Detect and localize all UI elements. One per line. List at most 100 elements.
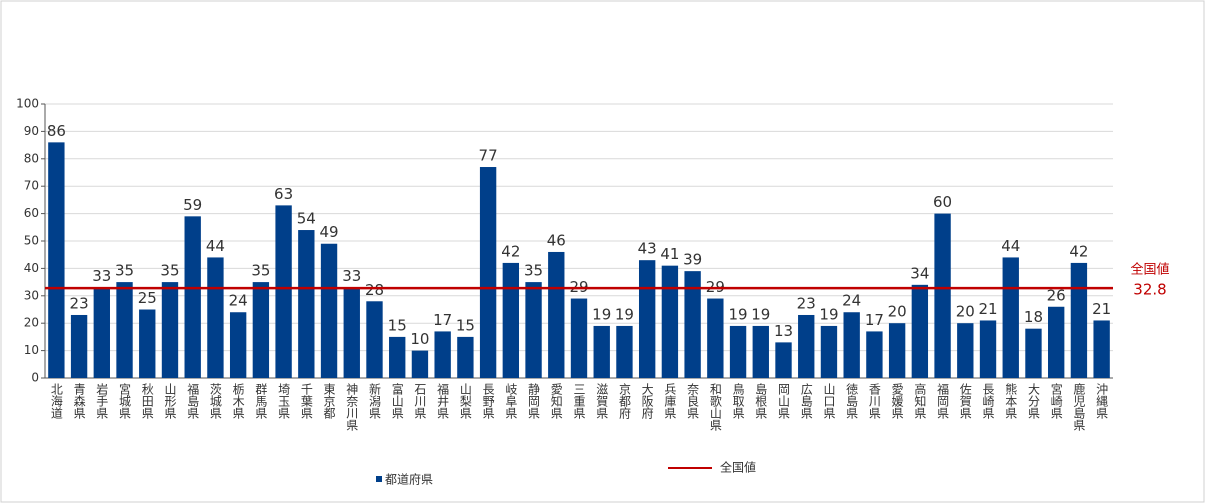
bar (548, 251, 565, 378)
y-tick-label: 30 (24, 288, 39, 302)
bar (1048, 306, 1065, 378)
x-tick-label: 福井県 (436, 382, 450, 419)
data-label: 41 (660, 245, 679, 263)
x-tick-label: 愛知県 (549, 383, 563, 419)
data-label: 54 (297, 210, 316, 228)
y-tick-label: 60 (24, 206, 39, 220)
bar (207, 257, 224, 378)
bar (116, 282, 133, 378)
data-label: 28 (365, 281, 384, 299)
data-label: 24 (229, 292, 248, 310)
x-tick-label: 栃木県 (231, 383, 245, 419)
data-label: 15 (388, 316, 407, 334)
x-tick-label: 高知県 (913, 382, 927, 419)
x-tick-label: 兵庫県 (663, 383, 677, 419)
legend-label: 全国値 (720, 460, 756, 475)
data-label: 19 (819, 305, 838, 323)
bar (775, 342, 792, 378)
data-label: 17 (865, 311, 884, 329)
x-tick-label: 滋賀県 (595, 383, 609, 419)
bar (139, 309, 156, 378)
data-label: 42 (1069, 242, 1088, 260)
x-tick-label: 広島県 (799, 383, 813, 419)
bar (1025, 328, 1042, 378)
x-tick-label: 北海道 (49, 383, 63, 419)
x-tick-label: 岡山県 (777, 383, 791, 419)
bar (275, 205, 292, 378)
legend-label: 都道府県 (385, 472, 433, 487)
bar (752, 325, 769, 378)
data-label: 35 (251, 262, 270, 280)
bar (1070, 262, 1088, 378)
x-tick-label: 新潟県 (367, 382, 381, 419)
bar (525, 282, 542, 378)
y-tick-label: 10 (24, 343, 39, 357)
data-label: 33 (342, 267, 361, 285)
bar (184, 216, 201, 378)
data-label: 35 (524, 262, 543, 280)
data-label: 15 (456, 316, 475, 334)
bar (93, 287, 110, 378)
data-label: 44 (206, 237, 225, 255)
y-tick-label: 90 (24, 124, 39, 138)
bar (502, 262, 520, 378)
reference-value: 32.8 (1133, 281, 1166, 299)
data-label: 44 (1001, 237, 1020, 255)
bar (411, 350, 429, 378)
x-tick-label: 静岡県 (527, 383, 541, 419)
data-label: 21 (978, 300, 997, 318)
x-tick-label: 埼玉県 (277, 383, 291, 419)
data-label: 17 (433, 311, 452, 329)
data-label: 34 (910, 264, 929, 282)
data-label: 21 (1092, 300, 1111, 318)
bar (979, 320, 997, 378)
bar (684, 271, 701, 378)
x-tick-label: 石川県 (413, 383, 427, 419)
x-tick-label: 和歌山県 (708, 383, 722, 431)
data-label: 35 (115, 262, 134, 280)
x-tick-label: 徳島県 (845, 382, 859, 419)
x-tick-label: 三重県 (572, 383, 586, 419)
x-tick-label: 長野県 (481, 383, 495, 419)
x-tick-label: 東京都 (322, 383, 336, 419)
y-tick-label: 70 (24, 179, 39, 193)
x-tick-label: 秋田県 (140, 383, 154, 419)
y-tick-label: 100 (16, 97, 39, 111)
bar (70, 314, 88, 378)
bar (820, 325, 838, 378)
data-label: 18 (1024, 308, 1043, 326)
x-tick-label: 青森県 (72, 383, 86, 419)
data-label: 19 (751, 305, 770, 323)
x-tick-label: 大分県 (1026, 383, 1040, 419)
x-tick-label: 熊本県 (1004, 382, 1018, 419)
bar (320, 243, 338, 378)
data-label: 23 (70, 294, 89, 312)
data-label: 19 (615, 305, 634, 323)
data-label: 25 (138, 289, 157, 307)
data-label: 60 (933, 193, 952, 211)
bar (343, 287, 360, 378)
bar (366, 301, 383, 378)
data-label: 49 (319, 223, 338, 241)
bar (911, 284, 929, 378)
bar (570, 298, 588, 378)
bar (1093, 320, 1110, 378)
x-tick-label: 千葉県 (299, 383, 313, 419)
bar (866, 331, 883, 378)
x-tick-label: 鳥取県 (731, 382, 745, 419)
bar (593, 325, 610, 378)
x-tick-label: 神奈川県 (345, 383, 359, 431)
data-label: 20 (888, 303, 907, 321)
bar (48, 142, 65, 378)
y-tick-label: 50 (24, 234, 39, 248)
bar (934, 213, 951, 378)
data-label: 86 (47, 122, 66, 140)
data-label: 13 (774, 322, 793, 340)
data-label: 19 (729, 305, 748, 323)
data-label: 46 (547, 231, 566, 249)
bar (229, 312, 247, 378)
bar (798, 314, 815, 378)
x-tick-label: 佐賀県 (958, 383, 972, 419)
